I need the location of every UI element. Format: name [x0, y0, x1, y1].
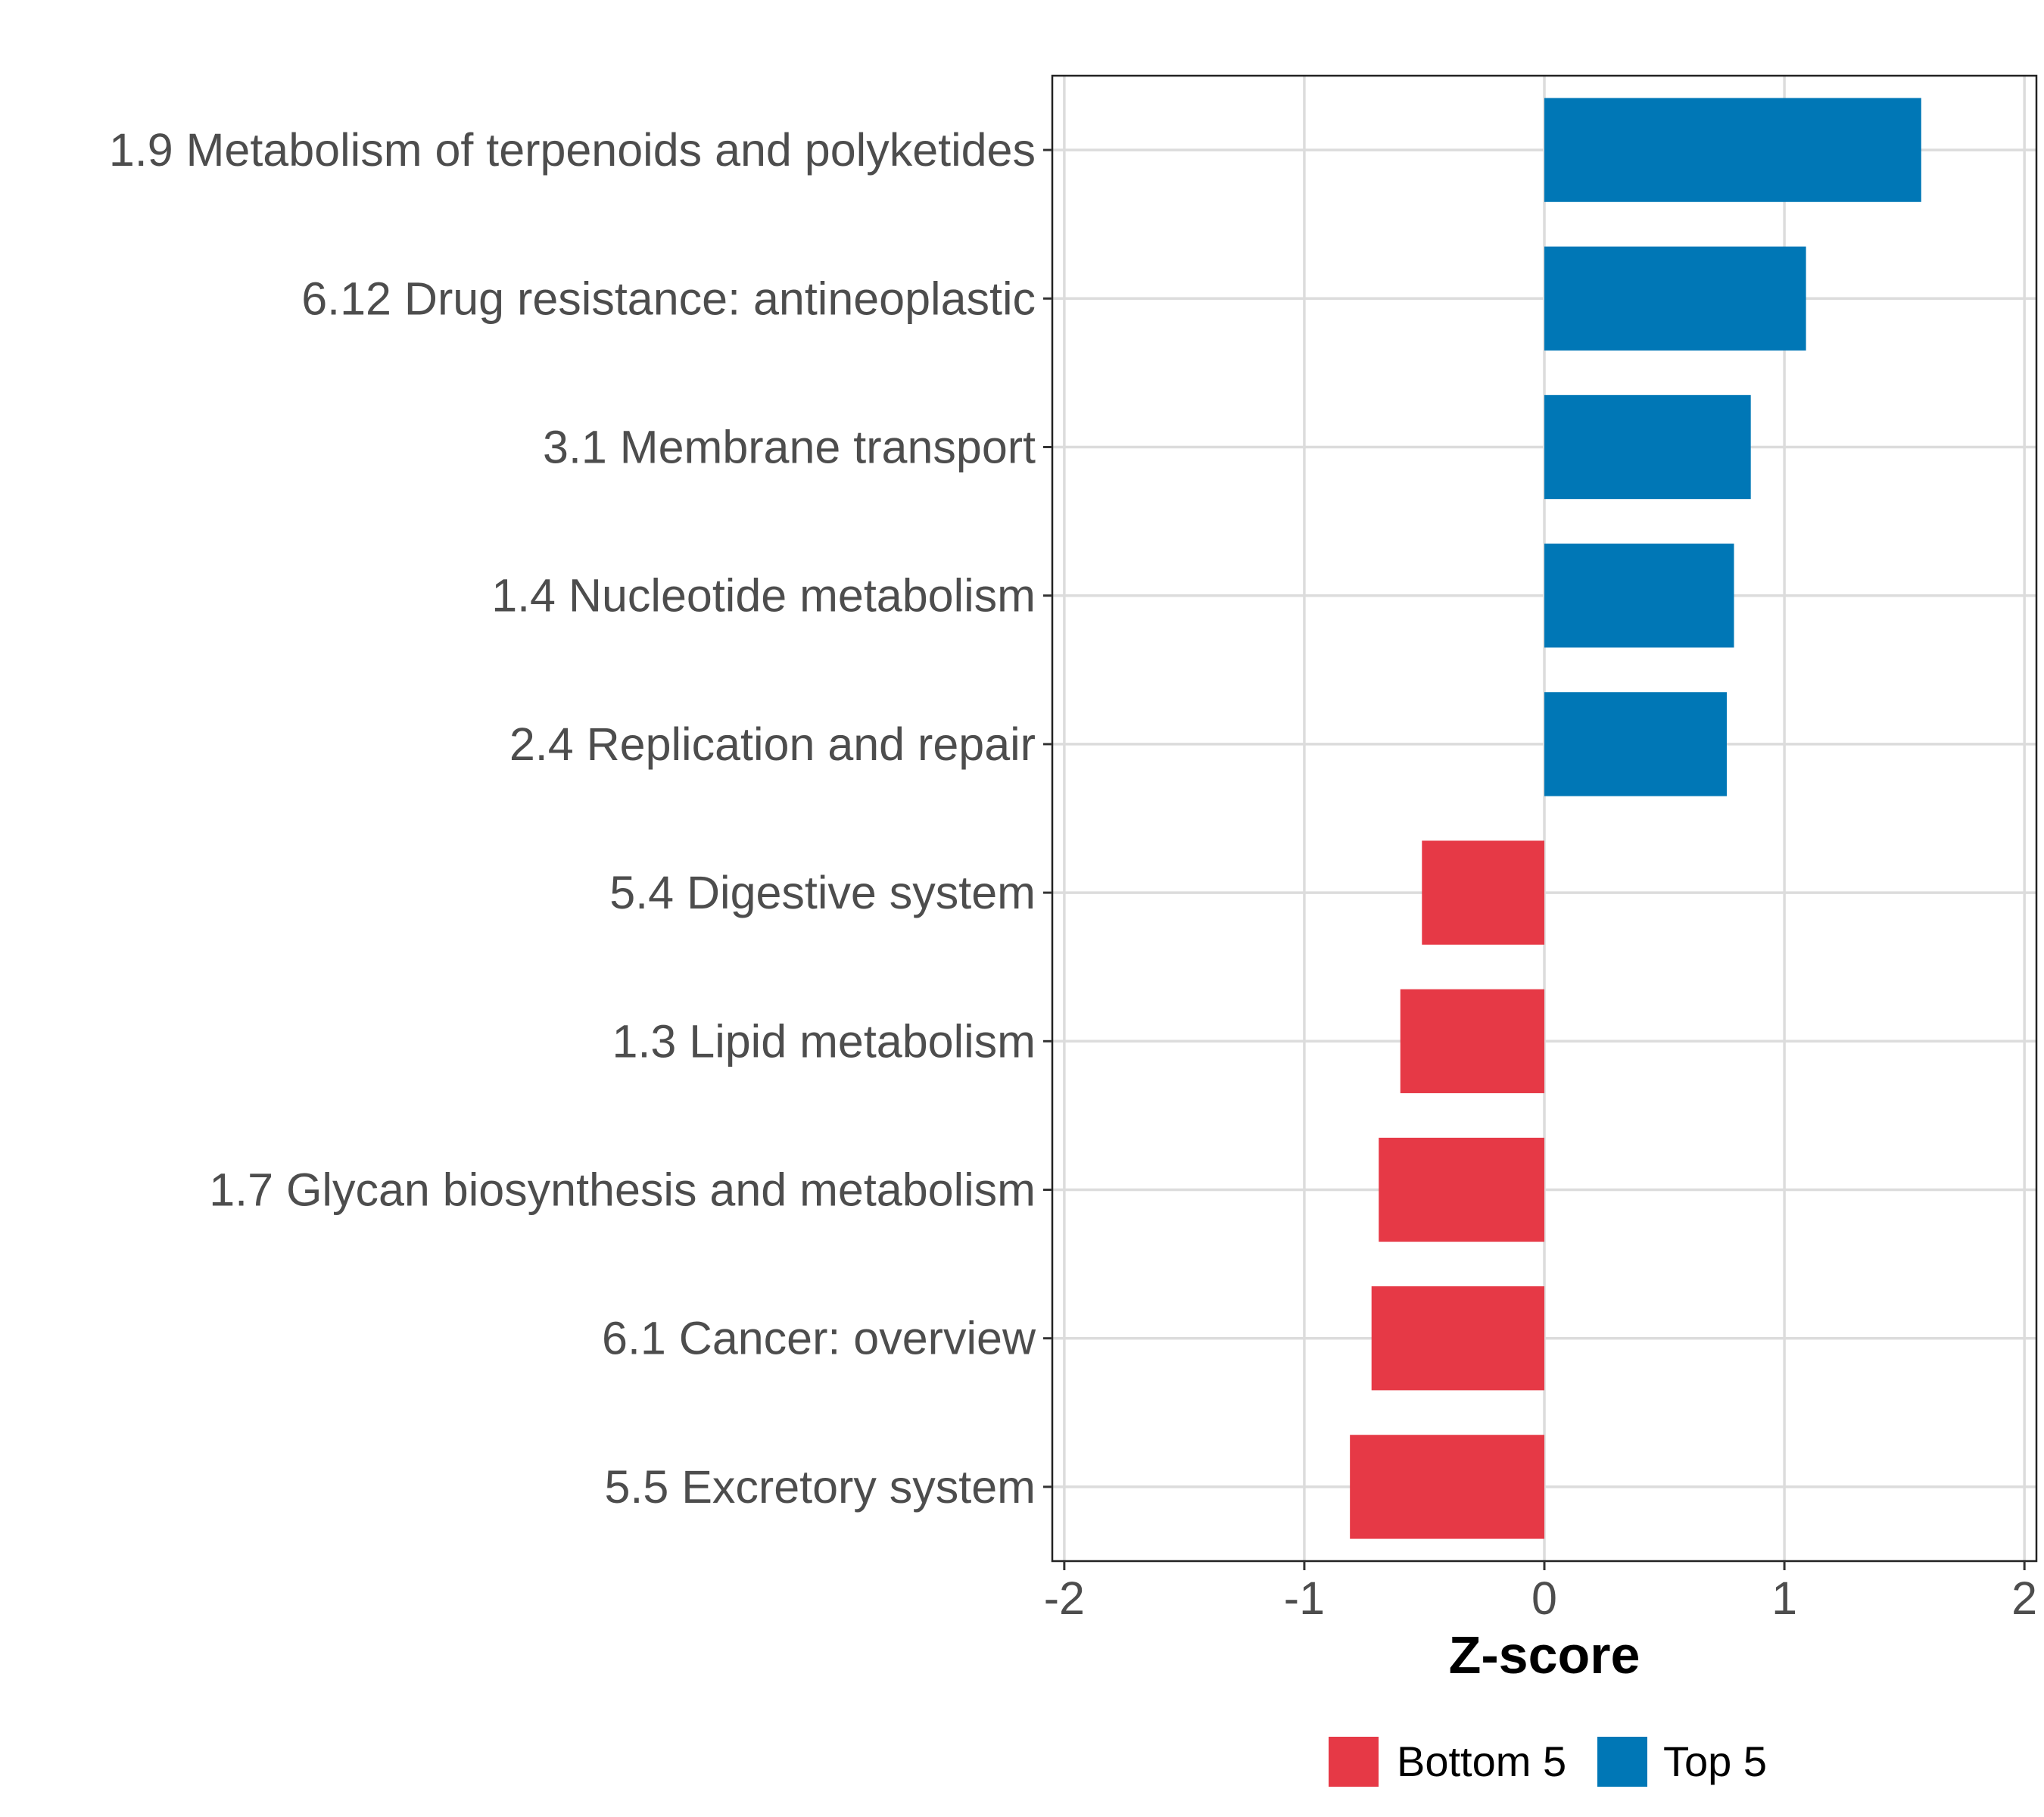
bar — [1400, 989, 1544, 1093]
x-axis-title: Z-score — [1449, 1625, 1640, 1685]
bar — [1379, 1137, 1544, 1242]
label-layer: 1.9 Metabolism of terpenoids and polyket… — [109, 124, 2037, 1624]
category-label: 6.1 Cancer: overview — [602, 1313, 1036, 1364]
x-tick-label: 0 — [1531, 1572, 1557, 1624]
bar-layer — [1350, 98, 1921, 1539]
category-label: 1.9 Metabolism of terpenoids and polyket… — [109, 124, 1036, 176]
category-label: 2.4 Replication and repair — [509, 718, 1036, 770]
category-label: 5.4 Digestive system — [609, 867, 1036, 918]
x-tick-label: -1 — [1284, 1572, 1325, 1624]
x-tick-label: 1 — [1771, 1572, 1797, 1624]
category-label: 5.5 Excretory system — [605, 1461, 1036, 1513]
bar — [1350, 1435, 1544, 1539]
category-label: 1.7 Glycan biosynthesis and metabolism — [209, 1164, 1036, 1216]
bar — [1544, 544, 1734, 648]
bar — [1544, 692, 1727, 796]
x-tick-label: 2 — [2011, 1572, 2037, 1624]
legend: Bottom 5 Top 5 — [1329, 1737, 1767, 1787]
bar — [1371, 1286, 1544, 1391]
legend-swatch — [1597, 1737, 1647, 1787]
bar — [1422, 840, 1544, 945]
bar — [1544, 246, 1806, 351]
category-label: 3.1 Membrane transport — [543, 422, 1036, 473]
x-tick-label: -2 — [1044, 1572, 1085, 1624]
legend-label: Top 5 — [1663, 1738, 1767, 1785]
category-label: 1.3 Lipid metabolism — [612, 1015, 1036, 1067]
tick-layer — [1043, 148, 2026, 1570]
category-label: 6.12 Drug resistance: antineoplastic — [301, 273, 1036, 324]
legend-swatch — [1329, 1737, 1379, 1787]
bar — [1544, 98, 1921, 202]
legend-label: Bottom 5 — [1397, 1738, 1566, 1785]
bar — [1544, 394, 1751, 500]
category-label: 1.4 Nucleotide metabolism — [491, 570, 1036, 622]
